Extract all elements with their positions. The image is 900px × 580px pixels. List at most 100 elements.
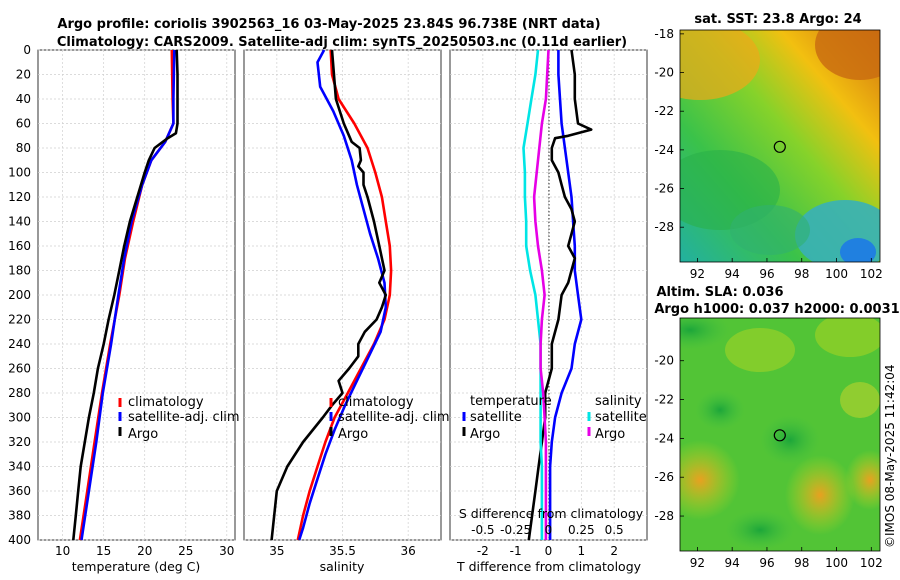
temperature-legend: climatology satellite-adj. clim Argo <box>118 395 240 442</box>
sla-map-title-line2: Argo h1000: 0.037 h2000: 0.0031 <box>654 302 899 317</box>
depth-tick-label: 20 <box>16 68 31 82</box>
depth-tick-label: 180 <box>8 264 31 278</box>
map-x-tick-label: 92 <box>690 556 705 570</box>
sst-map-panel: sat. SST: 23.8 Argo: 24 92 94 96 98 100 102 -… <box>654 12 883 281</box>
difference-panel: -2 -1 0 1 2 T difference from climatology S … <box>449 49 648 574</box>
sla-argo-marker <box>773 429 786 442</box>
map-x-tick-label: 100 <box>825 556 848 570</box>
temperature-panel: 0 20 40 60 80 100 120 140 160 180 200 220 240 260 280 3… <box>8 43 240 574</box>
main-title-line1: Argo profile: coriolis 3902563_16 03-May… <box>57 17 600 32</box>
x-tick-label: 30 <box>219 544 234 558</box>
depth-tick-label: 200 <box>8 288 31 302</box>
difference-xlabel: T difference from climatology <box>456 559 642 574</box>
main-title-line2: Climatology: CARS2009. Satellite-adj cli… <box>57 35 627 50</box>
series-line-argo <box>72 49 179 541</box>
copyright-label: ©IMOS 08-May-2025 11:42:04 <box>883 364 897 548</box>
map-x-tick-label: 98 <box>794 556 809 570</box>
sla-map-field <box>680 318 880 551</box>
depth-tick-label: 380 <box>8 509 31 523</box>
depth-tick-label: 400 <box>8 533 31 547</box>
series-line-climatology <box>296 49 393 541</box>
depth-tick-label: 0 <box>23 43 31 57</box>
map-x-tick-label: 102 <box>860 556 883 570</box>
legend-label-argo: Argo <box>128 427 158 442</box>
depth-tick-label: 60 <box>16 117 31 131</box>
sst-map-field <box>680 30 880 262</box>
legend-header-temperature: temperature <box>470 394 552 409</box>
legend-label-climatology: climatology <box>338 395 414 410</box>
series-line-s-argo <box>532 49 550 540</box>
sst-y-ticks: -18 -20 -22 -24 -26 -28 <box>654 27 684 234</box>
difference-top-label: S difference from climatology <box>459 506 644 521</box>
legend-label-s-satellite: satellite <box>595 410 647 425</box>
map-x-tick-label: 94 <box>725 556 740 570</box>
temperature-xlabel: temperature (deg C) <box>72 559 201 574</box>
map-x-tick-label: 100 <box>825 267 848 281</box>
map-y-tick-label: -24 <box>654 143 674 157</box>
x-tick-label: -1 <box>510 544 522 558</box>
depth-tick-label: 300 <box>8 411 31 425</box>
map-y-tick-label: -22 <box>654 104 674 118</box>
difference-legend: temperature salinity satellite Argo sate… <box>462 394 647 442</box>
salinity-diff-tick-label: -0.25 <box>500 523 531 537</box>
sst-x-ticks: 92 94 96 98 100 102 <box>690 258 883 281</box>
series-line-satellite-adj-clim <box>80 49 176 541</box>
depth-tick-label: 240 <box>8 337 31 351</box>
depth-tick-label: 280 <box>8 386 31 400</box>
depth-tick-label: 160 <box>8 239 31 253</box>
legend-label-climatology: climatology <box>128 395 204 410</box>
map-x-tick-label: 102 <box>860 267 883 281</box>
salinity-diff-tick-label: 0.25 <box>568 523 595 537</box>
legend-label-t-argo: Argo <box>470 427 500 442</box>
depth-tick-label: 220 <box>8 313 31 327</box>
legend-label-satellite: satellite-adj. clim <box>128 410 240 425</box>
map-y-tick-label: -18 <box>654 27 674 41</box>
depth-tick-label: 260 <box>8 362 31 376</box>
map-x-tick-label: 96 <box>759 267 774 281</box>
map-y-tick-label: -20 <box>654 66 674 80</box>
depth-tick-label: 320 <box>8 435 31 449</box>
sla-y-ticks: -20 -22 -24 -26 -28 <box>654 354 684 523</box>
salinity-legend: climatology satellite-adj. clim Argo <box>329 395 450 442</box>
salinity-diff-tick-label: 0.5 <box>605 523 624 537</box>
sst-argo-marker <box>773 140 786 153</box>
map-y-tick-label: -24 <box>654 431 674 445</box>
legend-label-t-satellite: satellite <box>470 410 522 425</box>
legend-label-s-argo: Argo <box>595 427 625 442</box>
depth-tick-label: 100 <box>8 166 31 180</box>
x-tick-label: 0 <box>545 544 553 558</box>
map-x-tick-label: 94 <box>725 267 740 281</box>
map-y-tick-label: -26 <box>654 470 674 484</box>
x-tick-label: 35.5 <box>329 544 356 558</box>
legend-header-salinity: salinity <box>595 394 642 409</box>
x-tick-label: 1 <box>578 544 586 558</box>
x-tick-label: 25 <box>178 544 193 558</box>
map-x-tick-label: 98 <box>794 267 809 281</box>
map-y-tick-label: -26 <box>654 182 674 196</box>
sst-map-title: sat. SST: 23.8 Argo: 24 <box>694 12 861 27</box>
salinity-diff-tick-label: -0.5 <box>471 523 494 537</box>
series-line-argo <box>270 49 388 541</box>
x-tick-label: 20 <box>137 544 152 558</box>
map-y-tick-label: -28 <box>654 220 674 234</box>
depth-tick-label: 340 <box>8 460 31 474</box>
legend-label-satellite: satellite-adj. clim <box>338 410 450 425</box>
depth-tick-label: 80 <box>16 141 31 155</box>
series-line-s-satellite <box>522 49 544 540</box>
salinity-diff-tick-labels: -0.5 -0.25 0 0.25 0.5 <box>471 523 624 537</box>
map-y-tick-label: -28 <box>654 509 674 523</box>
x-tick-label: 10 <box>55 544 70 558</box>
salinity-xlabel: salinity <box>320 559 365 574</box>
series-line-t-satellite <box>548 50 583 540</box>
depth-tick-label: 120 <box>8 190 31 204</box>
map-y-tick-label: -20 <box>654 354 674 368</box>
map-x-tick-label: 92 <box>690 267 705 281</box>
legend-label-argo: Argo <box>338 427 368 442</box>
x-tick-label: 2 <box>610 544 618 558</box>
salinity-panel: 35 35.5 36 salinity climatology satellite-… <box>243 49 450 574</box>
depth-tick-label: 40 <box>16 92 31 106</box>
x-tick-label: 15 <box>96 544 111 558</box>
sla-map-title-line1: Altim. SLA: 0.036 <box>657 285 784 300</box>
sla-map-panel: Altim. SLA: 0.036 Argo h1000: 0.037 h200… <box>654 285 899 570</box>
